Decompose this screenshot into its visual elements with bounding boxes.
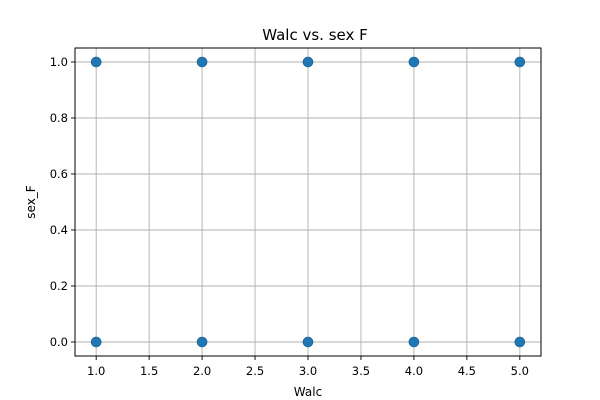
- x-tick-label: 1.0: [87, 364, 105, 378]
- scatter-point: [514, 336, 526, 348]
- scatter-point: [196, 336, 208, 348]
- scatter-point: [302, 336, 314, 348]
- scatter-point: [514, 56, 526, 68]
- y-tick-label: 0.2: [50, 279, 68, 293]
- scatter-point: [408, 336, 420, 348]
- chart-title: Walc vs. sex F: [262, 26, 368, 44]
- y-tick-label: 1.0: [50, 55, 68, 69]
- x-axis-ticks: 1.0 1.5 2.0 2.5 3.0 3.5 4.0 4.5 5.0: [87, 356, 529, 378]
- x-tick-label: 2.5: [246, 364, 264, 378]
- x-tick-label: 2.0: [193, 364, 211, 378]
- scatter-point: [90, 56, 102, 68]
- data-points: [90, 56, 526, 348]
- scatter-point: [90, 336, 102, 348]
- y-tick-label: 0.8: [50, 111, 68, 125]
- scatter-point: [196, 56, 208, 68]
- y-axis-ticks: 0.0 0.2 0.4 0.6 0.8 1.0: [50, 55, 75, 349]
- x-tick-label: 4.5: [458, 364, 476, 378]
- y-tick-label: 0.6: [50, 167, 68, 181]
- y-axis-label: sex_F: [24, 185, 38, 219]
- x-tick-label: 3.0: [299, 364, 317, 378]
- x-axis-label: Walc: [294, 385, 322, 399]
- x-tick-label: 4.0: [405, 364, 423, 378]
- scatter-point: [302, 56, 314, 68]
- grid-lines: [75, 48, 541, 356]
- scatter-point: [408, 56, 420, 68]
- y-tick-label: 0.0: [50, 335, 68, 349]
- y-tick-label: 0.4: [50, 223, 68, 237]
- x-tick-label: 1.5: [140, 364, 158, 378]
- x-tick-label: 5.0: [511, 364, 529, 378]
- x-tick-label: 3.5: [352, 364, 370, 378]
